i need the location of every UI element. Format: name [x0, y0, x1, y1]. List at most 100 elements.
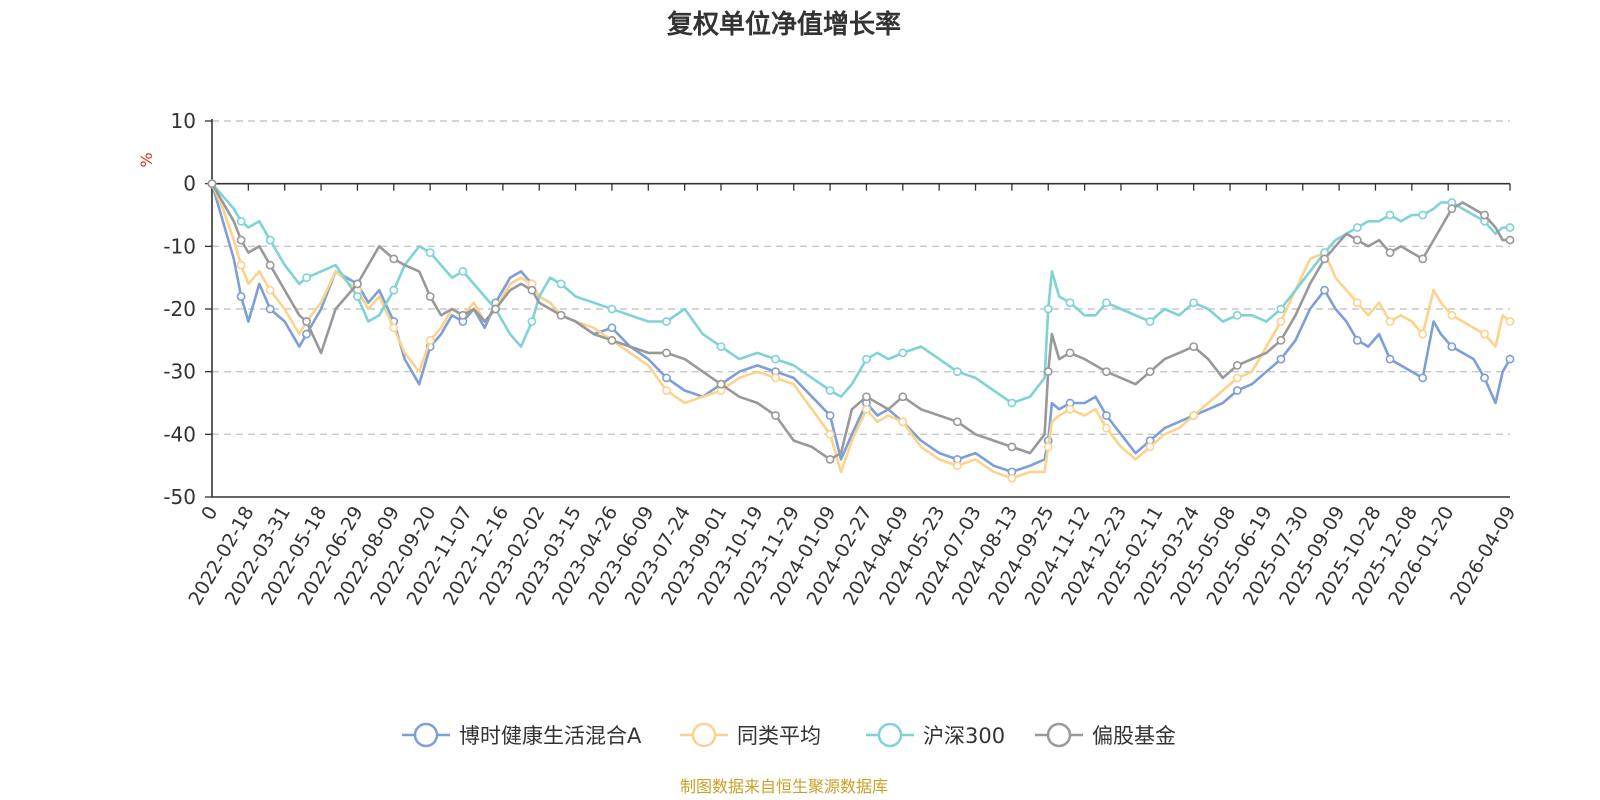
- y-tick-label: -20: [163, 297, 196, 321]
- legend-label: 沪深300: [923, 724, 1005, 748]
- series-point: [302, 273, 311, 283]
- series-point: [1480, 373, 1489, 383]
- series-point: [1447, 342, 1457, 351]
- series-point: [1385, 317, 1395, 326]
- legend-label: 博时健康生活混合A: [459, 724, 642, 748]
- series-point: [825, 454, 835, 464]
- series-point: [825, 411, 835, 420]
- series-point: [1505, 317, 1515, 326]
- series-point: [527, 317, 537, 326]
- series-point: [1007, 442, 1017, 452]
- series-line: [210, 182, 1512, 474]
- series-point: [1418, 373, 1428, 383]
- x-tick-label: 2026-04-09: [1446, 503, 1520, 610]
- series-point: [265, 235, 275, 245]
- series-point: [236, 216, 246, 226]
- series-point: [771, 411, 780, 420]
- series-point: [607, 304, 617, 314]
- series-group: [207, 179, 1515, 477]
- series-point: [425, 248, 435, 257]
- series-point: [952, 417, 962, 427]
- series-point: [1065, 298, 1075, 308]
- series-point: [389, 285, 399, 295]
- legend-label: 偏股基金: [1092, 724, 1176, 748]
- series-point: [556, 310, 566, 320]
- y-tick-label: 10: [171, 109, 196, 133]
- series-point: [1385, 210, 1395, 220]
- series-point: [1232, 310, 1242, 320]
- y-tick-label: -50: [163, 485, 196, 509]
- series-point: [862, 354, 871, 364]
- series-point: [1007, 398, 1017, 408]
- chart-title: 复权单位净值增长率: [667, 9, 901, 40]
- series-line: [210, 182, 1512, 461]
- series-point: [1043, 367, 1053, 377]
- series-point: [1385, 248, 1395, 257]
- series-point: [1320, 254, 1329, 264]
- legend-swatch-marker: [1046, 722, 1072, 748]
- data-source-note: 制图数据来自恒生聚源数据库: [680, 777, 888, 796]
- legend-item[interactable]: 同类平均: [680, 722, 821, 748]
- series-point: [1189, 298, 1199, 308]
- series-point: [771, 373, 780, 383]
- series-point: [1447, 310, 1457, 320]
- series-point: [1232, 373, 1242, 383]
- series-point: [265, 285, 275, 295]
- series-point: [527, 285, 537, 295]
- series-point: [1505, 223, 1515, 232]
- series-point: [1043, 442, 1053, 452]
- series-point: [1102, 367, 1111, 377]
- legend-item[interactable]: 沪深300: [866, 722, 1005, 748]
- series-point: [1418, 329, 1428, 339]
- legend-item[interactable]: 偏股基金: [1035, 722, 1176, 748]
- series-point: [1102, 411, 1111, 420]
- y-tick-label: -10: [163, 234, 196, 258]
- series-point: [862, 392, 871, 402]
- legend[interactable]: 博时健康生活混合A 同类平均 沪深300 偏股基金: [402, 722, 1176, 748]
- series-point: [302, 329, 311, 339]
- series-point: [1352, 235, 1362, 245]
- y-tick-label: 0: [183, 172, 196, 196]
- y-axis-ticks: 10 0 -10 -20 -30 -40 -50: [163, 109, 212, 509]
- series-point: [862, 404, 871, 414]
- grid-lines: [212, 120, 1510, 436]
- series-point: [265, 304, 275, 314]
- series-point: [1480, 210, 1489, 220]
- series-point: [1232, 360, 1242, 370]
- series-point: [265, 260, 275, 270]
- series-point: [662, 317, 671, 326]
- series-point: [1276, 335, 1286, 345]
- legend-swatch-marker: [413, 722, 439, 748]
- axes: [211, 119, 1510, 498]
- series-lines: [207, 179, 1515, 483]
- series-point: [556, 279, 566, 289]
- series-point: [1007, 473, 1017, 483]
- series-point: [662, 373, 671, 383]
- y-tick-label: -40: [163, 422, 196, 446]
- series-point: [607, 323, 617, 333]
- series-point: [1352, 298, 1362, 308]
- series-point: [1418, 210, 1428, 220]
- series-point: [1043, 304, 1053, 314]
- series-point: [1145, 367, 1155, 377]
- legend-swatch-marker: [691, 722, 717, 748]
- series-point: [1189, 411, 1199, 420]
- series-point: [898, 348, 908, 358]
- series-point: [662, 348, 671, 358]
- series-point: [491, 304, 500, 314]
- series-point: [236, 260, 246, 270]
- series-point: [1102, 423, 1111, 433]
- series-point: [1480, 329, 1489, 339]
- x-tick-label: 0: [197, 503, 222, 524]
- series-point: [1065, 404, 1075, 414]
- series-point: [1505, 235, 1515, 245]
- series-point: [353, 292, 362, 301]
- series-point: [458, 310, 468, 320]
- series-point: [389, 323, 399, 333]
- series-point: [302, 317, 311, 326]
- series-point: [236, 235, 246, 245]
- legend-item[interactable]: 博时健康生活混合A: [402, 722, 642, 748]
- series-point: [662, 386, 671, 395]
- series-point: [1352, 335, 1362, 345]
